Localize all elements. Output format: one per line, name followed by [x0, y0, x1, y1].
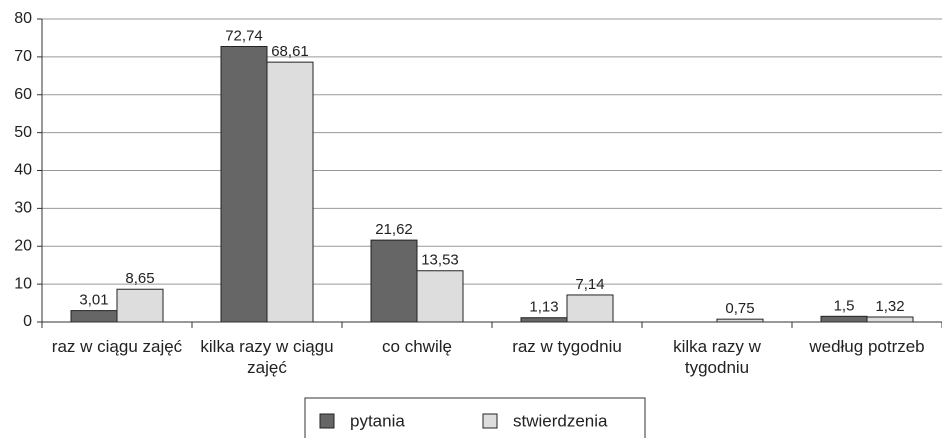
legend-box: [304, 397, 646, 438]
value-label: 1,13: [529, 299, 558, 316]
x-tick-label: kilka razy w tygodniu: [673, 337, 761, 377]
value-label: 72,74: [225, 27, 263, 44]
bar: [116, 288, 164, 323]
x-tick-label: co chwilę: [382, 337, 452, 356]
bar: [416, 270, 464, 323]
y-tick-label: 80: [14, 10, 32, 27]
bar: [820, 315, 868, 323]
bar: [70, 310, 118, 323]
value-label: 8,65: [125, 270, 154, 287]
value-label: 7,14: [575, 276, 604, 293]
y-tick-label: 10: [14, 275, 32, 292]
legend-swatch: [319, 413, 335, 429]
value-label: 0,75: [725, 300, 754, 317]
y-tick-label: 30: [14, 200, 32, 217]
legend-swatch: [482, 413, 498, 429]
value-label: 68,61: [271, 43, 309, 60]
y-tick-label: 70: [14, 48, 32, 65]
x-tick-label: raz w tygodniu: [512, 337, 622, 356]
x-tick-label: kilka razy w ciągu zajęć: [200, 337, 334, 377]
bar: [266, 61, 314, 323]
value-label: 21,62: [375, 221, 413, 238]
x-tick-label: raz w ciągu zajęć: [51, 337, 183, 356]
bar: [520, 317, 568, 323]
value-label: 3,01: [79, 292, 108, 309]
bar: [370, 239, 418, 323]
y-tick-label: 60: [14, 86, 32, 103]
bar: [566, 294, 614, 323]
y-tick-label: 0: [23, 313, 32, 330]
x-tick-label: według potrzeb: [809, 337, 925, 356]
bar: [220, 45, 268, 323]
y-tick-label: 40: [14, 162, 32, 179]
legend-label: pytania: [350, 411, 405, 430]
value-label: 1,5: [834, 297, 855, 314]
y-tick-label: 20: [14, 237, 32, 254]
value-label: 1,32: [875, 298, 904, 315]
y-tick-label: 50: [14, 124, 32, 141]
bar: [866, 316, 914, 323]
value-label: 13,53: [421, 252, 459, 269]
legend-label: stwierdzenia: [513, 411, 608, 430]
